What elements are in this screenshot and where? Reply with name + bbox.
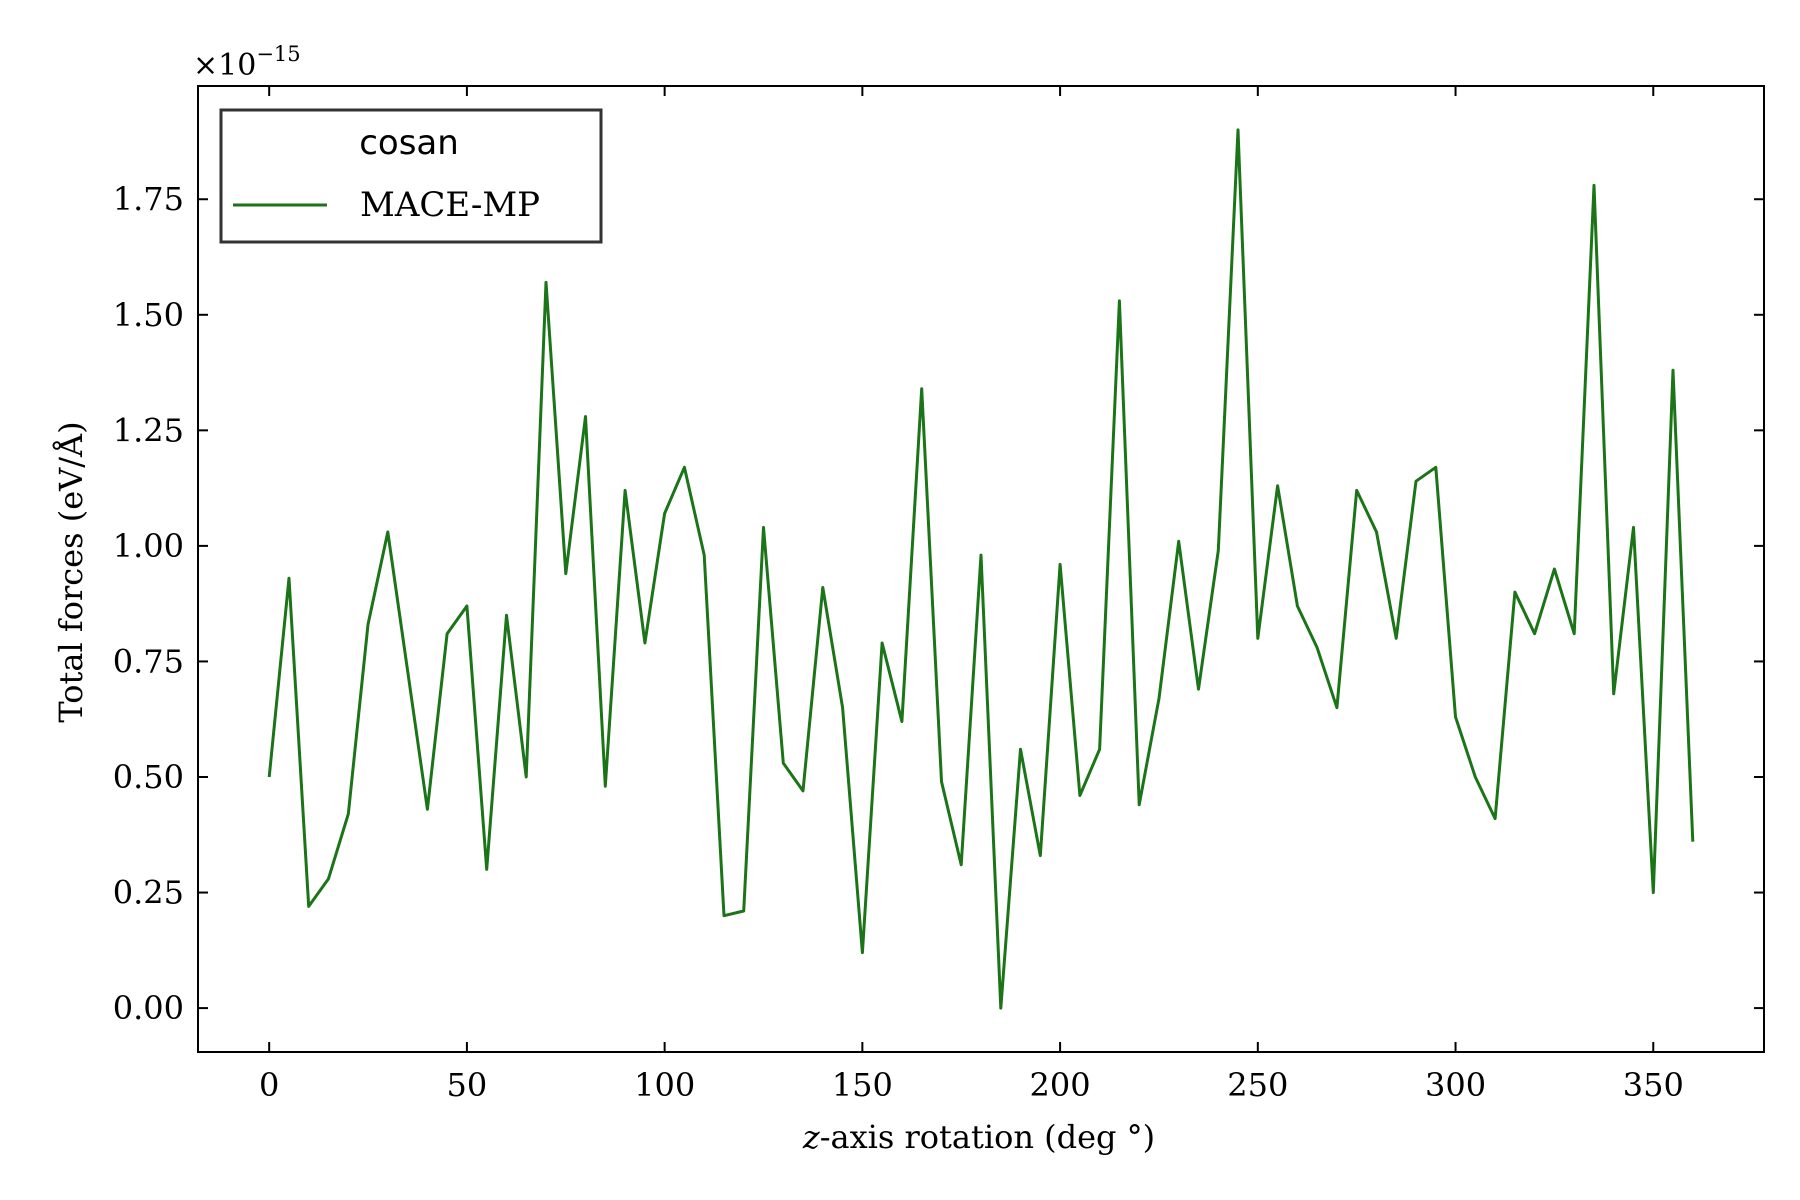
legend-entry-mace-mp: MACE-MP <box>360 185 540 225</box>
x-tick-label: 300 <box>1425 1066 1486 1104</box>
x-tick-label: 250 <box>1227 1066 1288 1104</box>
y-axis-label: Total forces (eV/Å) <box>52 421 90 722</box>
x-tick-label: 50 <box>447 1066 488 1104</box>
x-tick-label: 350 <box>1623 1066 1684 1104</box>
offset-text: ×10−15 <box>193 42 301 83</box>
legend-title: cosan <box>359 123 459 163</box>
y-tick-label: 0.25 <box>113 874 184 912</box>
legend: cosan MACE-MP <box>219 108 603 244</box>
y-tick-label: 0.00 <box>113 989 184 1027</box>
y-tick-label: 0.50 <box>113 758 184 796</box>
x-tick-label: 150 <box>832 1066 893 1104</box>
y-axis: 0.00 0.25 0.50 0.75 1.00 1.25 1.50 1.75 <box>113 180 1764 1027</box>
x-axis: 0 50 100 150 200 250 300 350 <box>259 86 1684 1104</box>
y-tick-label: 1.00 <box>113 527 184 565</box>
plot-area <box>267 128 1695 1010</box>
y-tick-label: 1.75 <box>113 180 184 218</box>
y-tick-label: 0.75 <box>113 642 184 680</box>
series-line-mace-mp <box>267 128 1695 1010</box>
x-tick-label: 0 <box>259 1066 279 1104</box>
x-axis-label: z-axis rotation (deg °) <box>802 1118 1155 1156</box>
axes-frame <box>197 85 1765 1053</box>
y-tick-label: 1.50 <box>113 296 184 334</box>
legend-box <box>219 108 603 244</box>
x-tick-label: 100 <box>634 1066 695 1104</box>
y-tick-label: 1.25 <box>113 411 184 449</box>
x-tick-label: 200 <box>1030 1066 1091 1104</box>
